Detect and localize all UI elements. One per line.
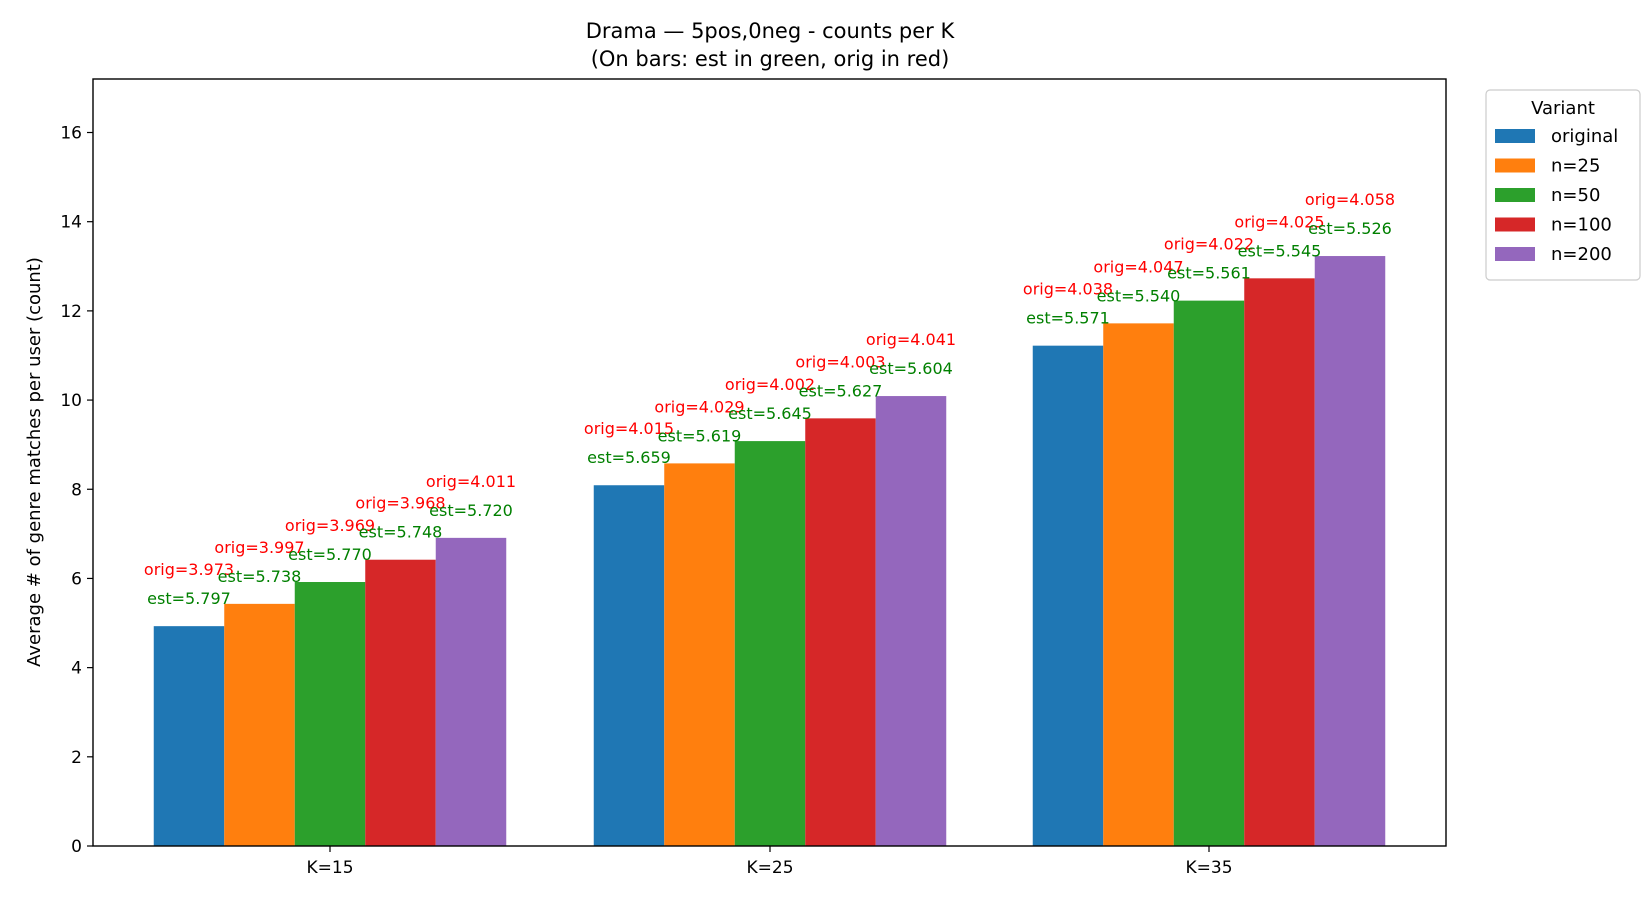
orig-label: orig=4.038 [1023, 280, 1113, 299]
bar-n-50-k-15 [294, 582, 366, 846]
est-label: est=5.645 [728, 404, 812, 423]
y-tick-label: 4 [71, 659, 82, 679]
est-label: est=5.720 [429, 501, 513, 520]
orig-label: orig=4.047 [1093, 257, 1183, 276]
orig-label: orig=4.015 [584, 419, 674, 438]
bar-n-100-k-15 [365, 559, 436, 846]
legend-item-label: original [1551, 126, 1618, 147]
y-axis-label: Average # of genre matches per user (cou… [24, 257, 45, 667]
orig-label: orig=3.973 [144, 560, 234, 579]
bar-n-200-k-15 [435, 537, 507, 846]
est-label: est=5.738 [218, 567, 302, 586]
y-tick-label: 2 [71, 748, 82, 768]
est-label: est=5.619 [658, 426, 742, 445]
est-label: est=5.526 [1308, 219, 1392, 238]
chart-title: Drama — 5pos,0neg - counts per K [586, 19, 956, 43]
x-tick-label: K=25 [746, 858, 793, 878]
orig-label: orig=3.997 [214, 538, 304, 557]
legend-swatch [1495, 217, 1535, 232]
legend-swatch [1495, 129, 1535, 143]
est-label: est=5.770 [288, 545, 372, 564]
est-label: est=5.571 [1026, 309, 1110, 328]
bar-n-25-k-35 [1103, 323, 1174, 847]
est-label: est=5.561 [1167, 264, 1251, 283]
x-tick-label: K=35 [1185, 858, 1232, 878]
orig-label: orig=4.011 [426, 472, 516, 491]
orig-label: orig=4.041 [866, 330, 956, 349]
legend-item-label: n=50 [1551, 185, 1600, 206]
orig-label: orig=3.968 [355, 494, 445, 513]
legend-title: Variant [1531, 98, 1595, 119]
legend-item-label: n=200 [1551, 244, 1612, 265]
orig-label: orig=4.022 [1164, 235, 1254, 254]
bar-n-200-k-25 [875, 396, 947, 846]
est-label: est=5.797 [147, 589, 231, 608]
bar-n-25-k-15 [224, 603, 295, 846]
y-tick-label: 12 [60, 302, 82, 322]
bar-original-k-15 [153, 626, 225, 846]
est-label: est=5.748 [359, 523, 443, 542]
est-label: est=5.604 [869, 359, 953, 378]
bar-original-k-35 [1032, 345, 1104, 846]
bar-labels-group: est=5.797orig=3.973est=5.738orig=3.997es… [144, 190, 1395, 608]
legend-item-label: n=25 [1551, 156, 1600, 177]
y-tick-label: 14 [60, 213, 82, 233]
bar-n-200-k-35 [1314, 256, 1386, 846]
y-axis: 0 2 4 6 8 10 12 14 16 [60, 124, 93, 857]
legend-swatch [1495, 247, 1535, 261]
bar-original-k-25 [593, 485, 665, 846]
est-label: est=5.659 [587, 448, 671, 467]
orig-label: orig=4.003 [795, 352, 885, 371]
bar-n-100-k-25 [805, 418, 876, 846]
y-tick-label: 6 [71, 569, 82, 589]
orig-label: orig=4.025 [1234, 212, 1324, 231]
y-tick-label: 16 [60, 124, 82, 144]
x-axis: K=15 K=25 K=35 [306, 846, 1233, 878]
y-tick-label: 10 [60, 391, 82, 411]
orig-label: orig=4.029 [654, 397, 744, 416]
y-tick-label: 0 [71, 837, 82, 857]
legend-swatch [1495, 188, 1535, 202]
orig-label: orig=4.002 [725, 375, 815, 394]
y-tick-label: 8 [71, 480, 82, 500]
est-label: est=5.540 [1097, 286, 1181, 305]
bar-n-50-k-25 [734, 441, 806, 846]
bar-n-100-k-35 [1244, 278, 1315, 846]
legend: Variant original n=25 n=50 n=100 n=200 [1485, 89, 1641, 281]
est-label: est=5.545 [1238, 241, 1322, 260]
est-label: est=5.627 [799, 381, 883, 400]
orig-label: orig=4.058 [1305, 190, 1395, 209]
bars-group [153, 256, 1386, 847]
legend-item-label: n=100 [1551, 215, 1612, 236]
legend-swatch [1495, 158, 1535, 173]
bar-n-50-k-35 [1173, 300, 1245, 846]
bar-n-25-k-25 [664, 463, 735, 846]
chart-subtitle: (On bars: est in green, orig in red) [591, 47, 950, 71]
orig-label: orig=3.969 [285, 516, 375, 535]
x-tick-label: K=15 [306, 858, 353, 878]
